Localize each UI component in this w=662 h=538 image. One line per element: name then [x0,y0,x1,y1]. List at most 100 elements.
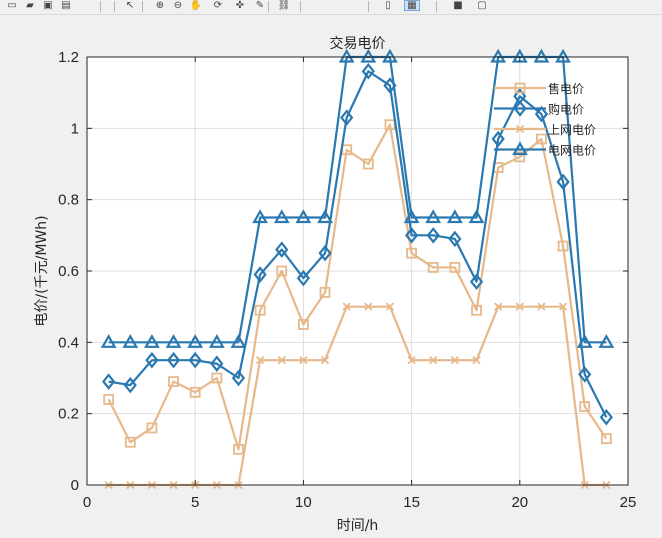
zoom-in-icon[interactable]: ⊕ [155,0,165,11]
series-2 [102,63,613,426]
data-point [558,302,568,311]
data-point [600,433,612,445]
data-point [255,356,265,365]
data-point [385,302,395,311]
data-point [494,302,503,311]
data-cursor-icon[interactable]: ✜ [235,0,245,11]
data-point [146,422,158,434]
link-icon[interactable]: ⛓ [277,0,291,11]
data-point [230,334,247,348]
data-point [534,105,549,123]
legend-marker [513,100,527,117]
toolbar-separator [268,1,269,12]
legend-label: 购电价 [548,102,584,117]
y-tick-label: 1 [71,120,79,137]
save-icon[interactable]: ▣ [43,0,53,11]
data-point [576,334,593,348]
x-tick-label: 10 [295,494,312,511]
legend-entry: 购电价 [494,100,584,117]
data-point [491,130,505,148]
ticks: 0 5 10 15 20 25 0 0.2 0.4 0.6 0.8 1 1.2 [58,49,636,511]
data-point [404,227,419,244]
data-point [536,133,547,145]
data-point [103,393,115,405]
marker-stroke [407,356,416,365]
y-tick-label: 0 [71,477,79,494]
y-tick-label: 0.4 [58,334,79,351]
data-point [403,209,420,224]
data-point [342,302,351,311]
toolbar-separator [368,1,369,12]
data-point [557,240,569,252]
data-point [233,443,244,455]
data-point [472,356,481,365]
data-point [598,334,615,348]
data-point [384,119,396,131]
y-tick-label: 1.2 [58,49,79,66]
data-point [556,173,570,191]
data-point [319,286,331,298]
zoom-out-icon[interactable]: ⊖ [173,0,183,11]
x-tick-label: 25 [620,494,637,511]
marker-stroke [515,302,524,311]
data-point [168,376,179,387]
data-point [537,302,546,311]
data-point [296,269,311,287]
legend-entry: 电网电价 [494,141,596,158]
data-point [317,209,333,224]
data-point [515,302,524,311]
toolbar-separator [436,1,437,12]
legend-entry: 售电价 [494,81,584,96]
rotate-icon[interactable]: ⟳ [213,0,223,11]
pointer-icon[interactable]: ↖ [125,0,135,11]
new-figure-icon[interactable]: ▭ [7,0,17,11]
print-icon[interactable]: ▤ [61,0,71,11]
data-point [100,334,117,348]
y-tick-label: 0.6 [58,263,79,280]
data-point [187,334,204,348]
data-point [338,48,355,63]
data-point [382,48,398,63]
data-point [231,369,246,387]
marker-stroke [472,356,481,365]
toolbar-separator [300,1,301,12]
hide-tools-icon[interactable]: ■ [453,0,463,11]
legend-icon[interactable]: ▦ [404,0,420,11]
legend-label: 上网电价 [548,123,596,137]
data-point [599,408,613,426]
data-point [277,356,286,365]
open-file-icon[interactable]: ▰ [26,0,34,11]
data-point [124,436,136,448]
legend-marker [515,124,525,134]
brush-icon[interactable]: ✎ [255,0,265,11]
data-point [448,230,462,248]
data-point [340,109,354,126]
data-point [364,302,373,311]
data-point [122,334,139,348]
x-tick-label: 5 [191,494,199,511]
data-point [252,209,269,224]
data-point [361,63,375,80]
dock-icon[interactable]: ▢ [477,0,487,11]
pan-icon[interactable]: ✋ [189,0,203,11]
toolbar-separator [114,1,115,12]
data-point [449,262,461,273]
colorbar-icon[interactable]: ▯ [385,0,391,11]
y-tick-label: 0.2 [58,406,79,423]
legend-entry: 上网电价 [494,123,596,137]
data-point [425,209,442,224]
data-point [299,356,308,365]
x-axis-label: 时间/h [337,518,379,534]
y-axis-label: 电价/(千元/MWh) [34,215,50,326]
data-point [407,356,416,365]
data-point [297,319,309,330]
data-point [468,209,485,224]
chart-title: 交易电价 [330,35,386,52]
data-point [145,351,159,369]
data-point [533,48,550,63]
y-tick-label: 0.8 [58,192,79,209]
data-point [427,262,439,273]
x-tick-label: 0 [83,494,91,511]
